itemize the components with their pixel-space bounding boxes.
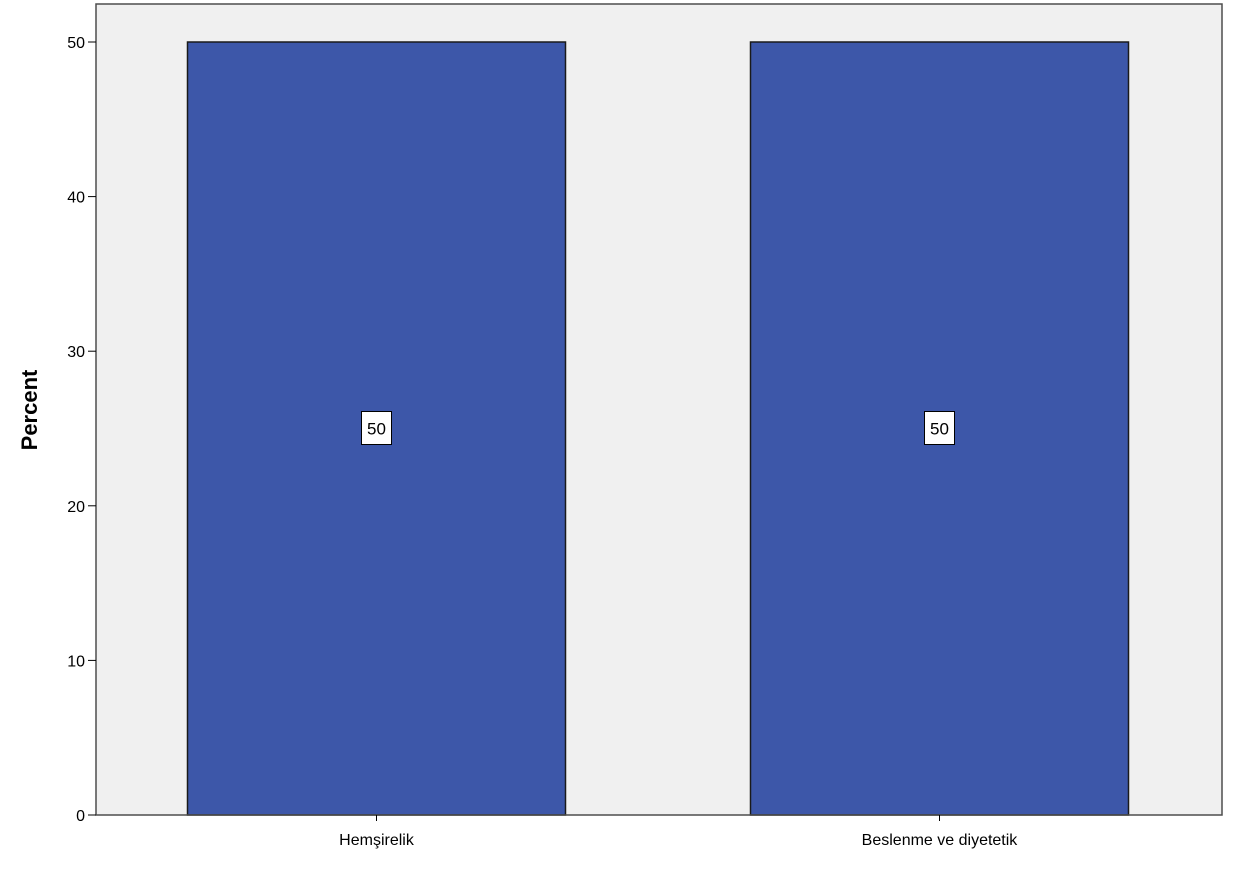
x-axis: Hemşirelik Beslenme ve diyetetik [339,815,1018,849]
data-label-1: 50 [930,420,949,439]
y-axis-title: Percent [17,369,42,450]
data-label-box-1 [924,411,955,445]
plot-frame [95,3,1223,816]
y-tick-label-3: 30 [67,344,85,361]
data-labels-layer: 50 50 [361,411,955,445]
y-tick-label-2: 20 [67,499,85,516]
y-axis: 0 10 20 30 40 50 [67,35,96,825]
data-label-box-0 [361,411,392,445]
x-tick-label-1: Beslenme ve diyetetik [862,832,1019,849]
data-label-0: 50 [367,420,386,439]
y-tick-label-1: 10 [67,653,85,670]
y-tick-label-0: 0 [76,808,85,825]
y-tick-label-5: 50 [67,35,85,52]
x-tick-label-0: Hemşirelik [339,832,415,849]
y-tick-label-4: 40 [67,190,85,207]
